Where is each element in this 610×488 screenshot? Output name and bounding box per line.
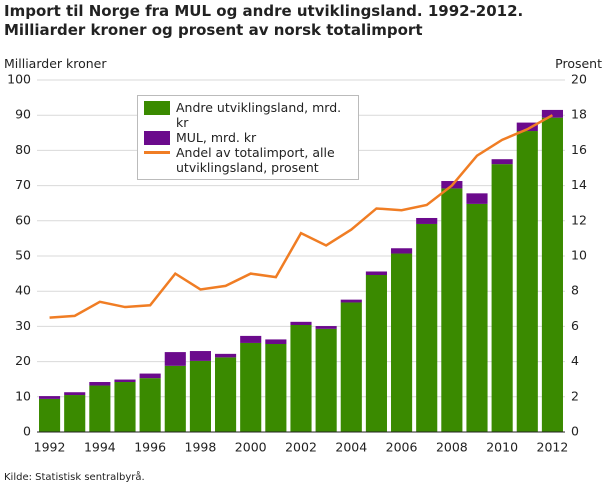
legend-item: Andre utviklingsland, mrd. kr (144, 100, 352, 130)
bar (466, 193, 488, 204)
x-tick-label: 1998 (185, 440, 217, 455)
bar (365, 271, 387, 276)
y-tick-label: 10 (15, 388, 31, 403)
legend-item: Andel av totalimport, alle utviklingslan… (144, 145, 352, 175)
bar (164, 352, 186, 366)
bar (315, 328, 337, 432)
bar (215, 357, 237, 432)
bar (541, 109, 563, 118)
bar (391, 248, 413, 254)
x-tick-label: 2012 (537, 440, 569, 455)
x-tick-label: 1994 (84, 440, 116, 455)
legend: Andre utviklingsland, mrd. kr MUL, mrd. k… (137, 95, 359, 180)
y-tick-label: 100 (7, 72, 31, 87)
y2-axis-title: Prosent (555, 56, 602, 71)
bar (89, 385, 111, 432)
legend-label: Andel av totalimport, alle utviklingslan… (176, 145, 335, 175)
legend-item: MUL, mrd. kr (144, 130, 352, 145)
x-tick-label: 2006 (386, 440, 418, 455)
y-tick-label: 0 (23, 424, 31, 439)
bar (290, 324, 312, 432)
bar (441, 188, 463, 432)
bar (290, 321, 312, 325)
bar (391, 253, 413, 432)
bar (164, 365, 186, 432)
bar (89, 382, 111, 386)
bar (240, 335, 262, 343)
bar (315, 326, 337, 329)
y2-tick-label: 2 (571, 388, 579, 403)
bar (189, 360, 211, 432)
bar (541, 117, 563, 432)
bar (491, 164, 513, 433)
bar (340, 302, 362, 432)
y2-tick-label: 10 (571, 248, 587, 263)
bar (491, 159, 513, 165)
y2-tick-label: 20 (571, 72, 587, 87)
bar (114, 382, 136, 432)
y2-tick-label: 14 (571, 177, 587, 192)
bar (516, 131, 538, 433)
x-tick-label: 1996 (134, 440, 166, 455)
chart-title: Import til Norge fra MUL og andre utvikl… (4, 2, 524, 39)
x-tick-label: 2002 (285, 440, 317, 455)
y-tick-label: 90 (15, 107, 31, 122)
bar (189, 351, 211, 361)
y2-tick-label: 6 (571, 318, 579, 333)
bar (64, 395, 86, 432)
bar (39, 396, 61, 399)
y-tick-label: 50 (15, 248, 31, 263)
legend-swatch (144, 151, 170, 154)
bar (416, 217, 438, 224)
x-tick-label: 1992 (34, 440, 66, 455)
bar (265, 339, 287, 344)
y-axis-title: Milliarder kroner (4, 56, 107, 71)
line (49, 114, 554, 319)
bar (466, 203, 488, 432)
bar (365, 275, 387, 432)
bar (139, 378, 161, 432)
x-tick-label: 2010 (486, 440, 518, 455)
bar (139, 373, 161, 379)
legend-label: Andre utviklingsland, mrd. kr (176, 100, 342, 130)
source: Kilde: Statistisk sentralbyrå. (4, 472, 145, 483)
bar (265, 344, 287, 432)
y-tick-label: 20 (15, 353, 31, 368)
y-tick-label: 70 (15, 177, 31, 192)
x-tick-label: 2004 (335, 440, 367, 455)
y2-tick-label: 4 (571, 353, 579, 368)
y2-tick-label: 8 (571, 283, 579, 298)
y2-tick-label: 12 (571, 212, 587, 227)
y2-tick-label: 16 (571, 142, 587, 157)
bar (516, 122, 538, 132)
x-tick-label: 2008 (436, 440, 468, 455)
legend-label: MUL, mrd. kr (176, 130, 257, 145)
bar (39, 398, 61, 432)
y2-tick-label: 18 (571, 107, 587, 122)
bar (416, 223, 438, 432)
y-tick-label: 60 (15, 212, 31, 227)
x-tick-label: 2000 (235, 440, 267, 455)
bar (64, 392, 86, 396)
y2-tick-label: 0 (571, 424, 579, 439)
bar (114, 379, 136, 383)
bar (340, 299, 362, 303)
y-tick-label: 40 (15, 283, 31, 298)
y-tick-label: 30 (15, 318, 31, 333)
legend-swatch (144, 101, 170, 115)
bar (215, 353, 237, 358)
legend-swatch (144, 131, 170, 145)
bar (240, 342, 262, 432)
y-tick-label: 80 (15, 142, 31, 157)
